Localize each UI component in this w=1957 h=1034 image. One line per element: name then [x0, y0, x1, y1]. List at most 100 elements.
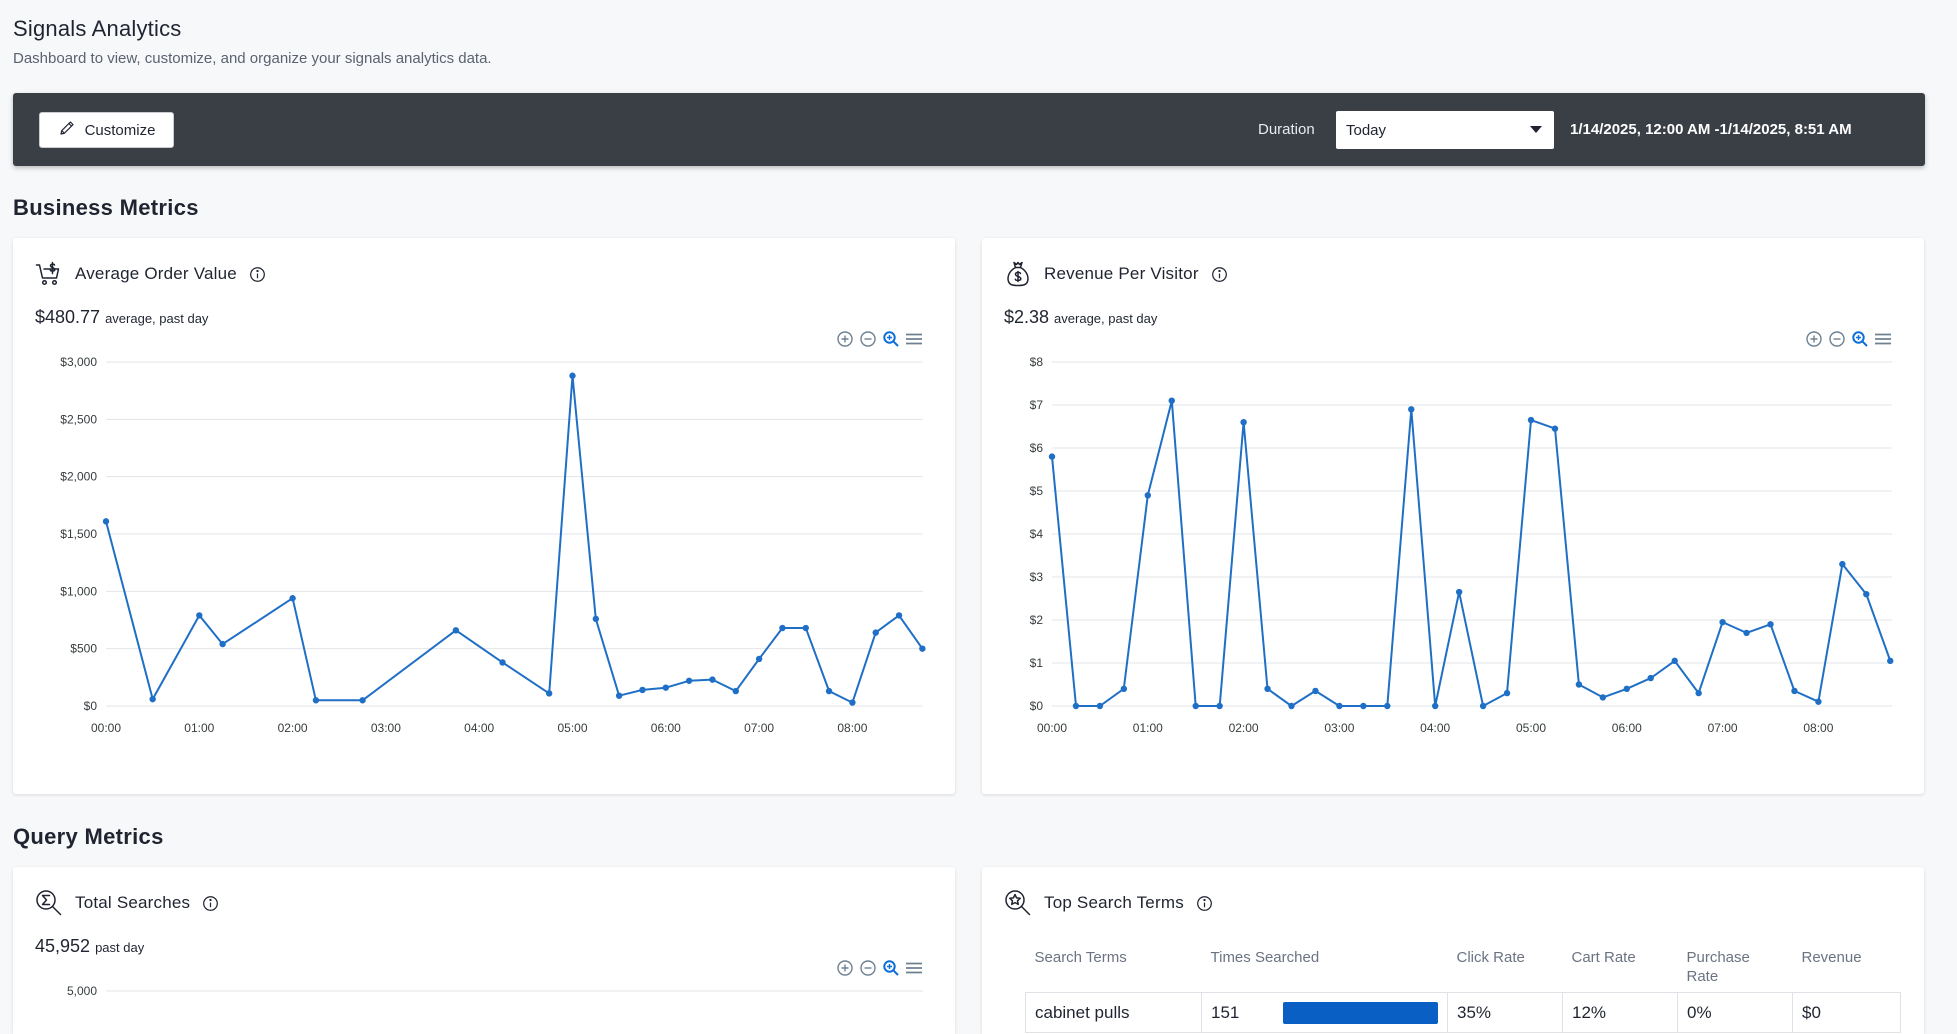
card-title: Total Searches [75, 893, 191, 912]
menu-icon[interactable] [1874, 330, 1892, 348]
x-tick-label: 02:00 [1229, 721, 1259, 735]
data-point [919, 645, 926, 652]
data-point [102, 518, 110, 525]
data-point [1671, 657, 1678, 665]
zoom-out-icon[interactable] [859, 330, 877, 348]
info-icon[interactable] [249, 266, 266, 283]
x-tick-label: 03:00 [371, 721, 401, 735]
times-searched-bar: 151 [1211, 1001, 1438, 1024]
data-point [709, 676, 716, 683]
data-point [1575, 681, 1583, 688]
column-header[interactable]: Cart Rate [1571, 949, 1636, 966]
data-point [1599, 694, 1607, 701]
data-point [1887, 657, 1894, 665]
data-point [802, 624, 809, 632]
chart-toolbar [836, 330, 923, 348]
y-tick-label: $0 [84, 699, 98, 713]
info-icon[interactable] [202, 895, 219, 912]
times-searched-value: 151 [1211, 1002, 1240, 1022]
zoom-in-icon[interactable] [836, 330, 854, 348]
data-point [1695, 689, 1702, 697]
card-title: Revenue Per Visitor [1044, 264, 1199, 283]
customize-button[interactable]: Customize [39, 112, 174, 148]
x-tick-label: 06:00 [651, 721, 681, 735]
menu-icon[interactable] [905, 330, 923, 348]
x-tick-label: 02:00 [278, 721, 308, 735]
column-header[interactable]: Times Searched [1210, 949, 1320, 966]
y-tick-label: $0 [1030, 699, 1044, 713]
column-header[interactable]: Purchase Rate [1686, 949, 1750, 985]
data-point [615, 692, 623, 699]
table-header-row: Search Terms Times Searched Click Rate C… [1026, 942, 1901, 993]
column-header[interactable]: Search Terms [1034, 949, 1127, 966]
x-tick-label: 04:00 [464, 721, 494, 735]
y-tick-label: 5,000 [67, 984, 97, 998]
data-point [1192, 702, 1199, 710]
sigma-search-icon [35, 889, 63, 917]
page-header: Signals Analytics Dashboard to view, cus… [13, 16, 492, 67]
zoom-in-icon[interactable] [836, 959, 854, 977]
data-point [569, 372, 576, 379]
data-point [1384, 702, 1391, 710]
section-title-business: Business Metrics [13, 195, 199, 220]
searches-chart: 4,5005,000 [67, 984, 923, 998]
data-point [1216, 702, 1223, 710]
column-header[interactable]: Click Rate [1456, 949, 1525, 966]
data-point [1647, 674, 1654, 682]
magnifier-icon[interactable] [882, 959, 900, 977]
data-point [1120, 685, 1128, 692]
data-point [1503, 689, 1511, 697]
metric-value: 45,952 [35, 936, 91, 956]
card-metric: $480.77 average, past day [35, 307, 208, 328]
zoom-in-icon[interactable] [1805, 330, 1823, 348]
caret-down-icon [1530, 126, 1542, 133]
y-tick-label: $2,000 [60, 470, 97, 484]
data-point [592, 615, 600, 623]
x-tick-label: 01:00 [1133, 721, 1163, 735]
card-top-search-terms: Top Search Terms Search Terms Times Sear… [982, 867, 1924, 1034]
data-point [1791, 687, 1798, 695]
data-point [732, 687, 739, 695]
table-row[interactable]: cabinet pulls 151 35% 12% 0% $0 [1025, 992, 1901, 1033]
duration-value: Today [1346, 121, 1387, 139]
duration-select[interactable]: Today [1336, 111, 1554, 149]
shopping-cart-dollar-icon [35, 260, 63, 288]
zoom-out-icon[interactable] [1828, 330, 1846, 348]
info-icon[interactable] [1196, 895, 1213, 912]
data-point [779, 624, 786, 632]
data-point [359, 697, 366, 704]
info-icon[interactable] [1211, 266, 1228, 283]
column-header[interactable]: Revenue [1801, 949, 1862, 966]
x-tick-label: 03:00 [1324, 721, 1354, 735]
card-title: Average Order Value [75, 264, 237, 283]
duration-label: Duration [1258, 121, 1315, 138]
card-header: Average Order Value [35, 260, 266, 288]
metric-caption: average, past day [105, 311, 209, 326]
metric-value: $2.38 [1004, 307, 1050, 327]
card-metric: $2.38 average, past day [1004, 307, 1157, 328]
data-point [1623, 685, 1630, 692]
x-tick-label: 01:00 [184, 721, 214, 735]
menu-icon[interactable] [905, 959, 923, 977]
top-search-terms-table: Search Terms Times Searched Click Rate C… [1025, 942, 1901, 1033]
data-point [289, 595, 296, 602]
data-point [755, 655, 763, 663]
y-tick-label: $1,500 [60, 527, 97, 541]
magnifier-icon[interactable] [882, 330, 900, 348]
data-point [312, 697, 320, 704]
customize-label: Customize [84, 121, 156, 139]
dashboard-toolbar: Customize Duration Today 1/14/2025, 12:0… [13, 93, 1925, 166]
chart-toolbar [1805, 330, 1892, 348]
y-tick-label: $2,500 [60, 412, 97, 426]
data-point [1240, 419, 1247, 426]
x-tick-label: 07:00 [1708, 721, 1738, 735]
data-point [1479, 702, 1487, 710]
data-point [1168, 397, 1175, 404]
magnifier-icon[interactable] [1851, 330, 1869, 348]
data-point [1551, 425, 1559, 432]
card-header: Total Searches [35, 889, 219, 917]
term-cell: cabinet pulls [1025, 992, 1202, 1033]
data-point [1072, 702, 1080, 710]
zoom-out-icon[interactable] [859, 959, 877, 977]
card-header: Revenue Per Visitor [1004, 260, 1228, 288]
